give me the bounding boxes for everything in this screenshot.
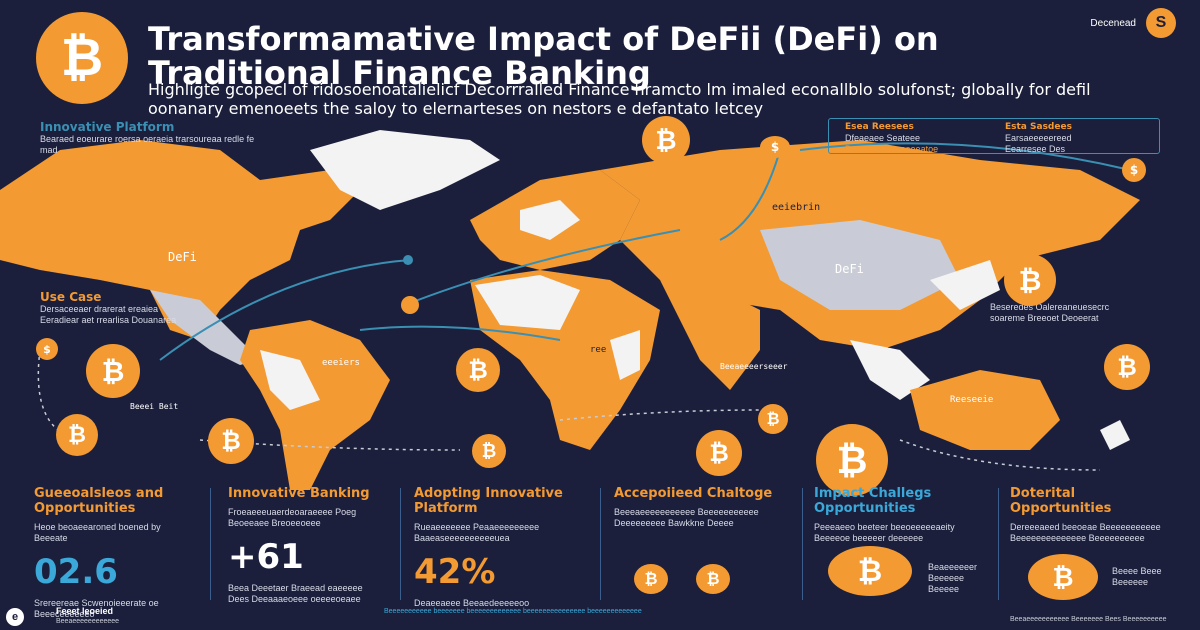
map-central-america <box>150 290 260 365</box>
column-foot: Srereereae Scwenoieeerate oe Beeeceeeeee… <box>34 598 159 619</box>
use-case-heading: Use Case <box>40 290 102 304</box>
column-divider <box>400 488 401 600</box>
page-title: Transformamative Impact of DeFii (DeFi) … <box>148 20 939 92</box>
column-heading: Accepoiieed Chaltoge <box>614 486 773 501</box>
column-text: Beeeaeeeeeeeeeee Beeeeeeeeeee Deeeeeeeee… <box>614 507 759 528</box>
column-foot: Beea Deeetaer Braeead eaeeeee Dees Deeaa… <box>228 583 363 604</box>
column-challenge: Accepoiieed Chaltoge Beeeaeeeeeeeeeee Be… <box>614 486 784 604</box>
column-text: Froeaeeeuaerdeoaraeeee Poeg Beoeeaee Bre… <box>228 507 357 528</box>
bitcoin-coin-icon: ₿ <box>1028 554 1098 600</box>
use-case-text: Dersaceeaer drarerat ereaiea Eeradiear a… <box>40 304 177 325</box>
bitcoin-coin-icon: $ <box>1122 158 1146 182</box>
map-small-label-2: Beeaeeeerseeer <box>720 362 788 371</box>
bitcoin-coin-icon: ₿ <box>634 564 668 594</box>
map-label-defi-na: DeFi <box>168 250 197 264</box>
column-opportunities: Gueeoalsleos and Opportunities Heoe beoa… <box>34 486 194 619</box>
map-south-america <box>240 320 390 490</box>
bitcoin-logo-icon: ₿ <box>36 12 128 104</box>
column-stat: +61 <box>228 537 304 577</box>
bitcoin-coin-icon: ₿ <box>1104 344 1150 390</box>
column-text: Rueaeeeeeee Peaaeeeeeeeee Baaeaseeeeeeee… <box>414 522 540 543</box>
map-label-south-america: eeeiers <box>322 358 360 368</box>
badge-text: Decenead <box>1090 17 1136 29</box>
map-label-australia: Reeseeie <box>950 395 994 405</box>
innovative-platform-heading: Innovative Platform <box>40 120 175 134</box>
column-innovative-banking: Innovative Banking Froeaeeeuaerdeoaraeee… <box>228 486 378 604</box>
map-small-label-1: Beeei Beit <box>130 402 179 411</box>
map-label-europe: eeiebrin <box>772 202 821 213</box>
use-case-panel: Use Case Dersaceeaer drarerat ereaiea Ee… <box>40 290 190 326</box>
bitcoin-coin-icon: ₿ <box>56 414 98 456</box>
column-heading: Gueeoalsleos and Opportunities <box>34 486 164 516</box>
bitcoin-coin-icon: ₿ <box>642 116 690 164</box>
info-box-right-line2: Eearresee Des <box>1005 144 1066 154</box>
bitcoin-coin-icon: ₿ <box>696 564 730 594</box>
info-box-left-line2: Dsaeaseeeeeaaeeatoe <box>845 144 939 154</box>
column-heading: Innovative Banking <box>228 486 370 501</box>
bitcoin-coin-icon: $ <box>36 338 58 360</box>
bitcoin-coin-icon: ₿ <box>816 424 888 496</box>
map-north-america <box>0 140 360 340</box>
bitcoin-coin-icon: ₿ <box>696 430 742 476</box>
footer-brand-title: Feeet leoeied <box>56 606 114 616</box>
footer: e Feeet leoeied Beeaeeeeeeeeeeee Beeeeee… <box>0 604 1200 630</box>
brand-logo-icon: e <box>6 608 24 626</box>
column-foot: Deaeeaeee Beeaedeeeeeoo <box>414 598 530 608</box>
right-map-text: Beseredes Oalereaneuesecrc soareme Breeo… <box>990 302 1110 323</box>
map-india <box>660 280 760 390</box>
column-heading: Doterital Opportunities <box>1010 486 1112 516</box>
column-potential: Doterital Opportunities Dereeeaeed beeoe… <box>1010 486 1180 604</box>
map-southeast-asia <box>850 340 930 400</box>
column-adopting: Adopting Innovative Platform Rueaeeeeeee… <box>414 486 584 608</box>
bitcoin-coin-icon: ₿ <box>1004 254 1056 306</box>
column-impact: Impact Challegs Opportunities Peeeaeeo b… <box>814 486 984 604</box>
column-divider <box>600 488 601 600</box>
column-text: Heoe beoaeearoned boened by Beeeate <box>34 522 161 543</box>
innovative-platform-text: Bearaed eoeurare roersa oeraeia trarsour… <box>40 134 255 155</box>
bitcoin-coin-icon: ₿ <box>472 434 506 468</box>
bitcoin-coin-icon: ₿ <box>86 344 140 398</box>
connection-node <box>403 255 413 265</box>
world-map <box>0 130 1140 490</box>
column-divider <box>802 488 803 600</box>
connection-node <box>401 296 419 314</box>
info-box-right-line1: Earsaeeeeereed <box>1005 133 1072 143</box>
bitcoin-coin-icon: ₿ <box>758 404 788 434</box>
bitcoin-coin-icon: ₿ <box>456 348 500 392</box>
innovative-platform-panel: Innovative Platform Bearaed eoeurare roe… <box>40 120 260 156</box>
bitcoin-coin-icon: $ <box>760 136 790 158</box>
column-heading: Adopting Innovative Platform <box>414 486 563 516</box>
footer-center-text: Beeeeeeeeeee beeeeeee beeeeeeeeeeeee bee… <box>384 608 642 615</box>
column-stat: 42% <box>414 552 496 592</box>
info-box-left-line1: Dfeaeaee Seateee <box>845 133 921 143</box>
footer-brand-sub: Beeaeeeeeeeeeeee <box>56 618 120 625</box>
column-foot: Beeee Beee Beeeeee <box>1112 566 1162 587</box>
top-badge: Decenead S <box>1090 8 1176 38</box>
column-divider <box>210 488 211 600</box>
map-label-defi-asia: DeFi <box>835 262 864 276</box>
column-divider <box>998 488 999 600</box>
info-box: Esea Reesees Dfeaeaee Seateee Dsaeaseeee… <box>828 118 1160 154</box>
column-text: Peeeaeeo beeteer beeoeeeeeaeity Beeeeoe … <box>814 522 955 543</box>
connection-lines <box>159 142 1131 361</box>
map-label-africa: ree <box>590 345 607 355</box>
bitcoin-coin-icon: ₿ <box>208 418 254 464</box>
column-stat: 02.6 <box>34 552 118 592</box>
bitcoin-coin-icon: ₿ <box>828 546 912 596</box>
info-box-left-title: Esea Reesees <box>845 122 914 132</box>
column-foot: Beaeeeeeer Beeeeee Beeeee <box>928 562 978 594</box>
column-text: Dereeeaeed beeoeae Beeeeeeeeeee Beeeeeee… <box>1010 522 1161 543</box>
footer-right-text: Beeaeeeeeeeeeee Beeeeeee Bees Beeeeeeeee… <box>1010 616 1167 623</box>
coin-icon: S <box>1146 8 1176 38</box>
column-heading: Impact Challegs Opportunities <box>814 486 932 516</box>
info-box-right-title: Esta Sasdees <box>1005 122 1072 132</box>
map-australia <box>910 370 1060 450</box>
page-subtitle: Highligte gcopecl of ridosoenoatalielicf… <box>148 80 1091 118</box>
map-greenland <box>310 130 500 210</box>
